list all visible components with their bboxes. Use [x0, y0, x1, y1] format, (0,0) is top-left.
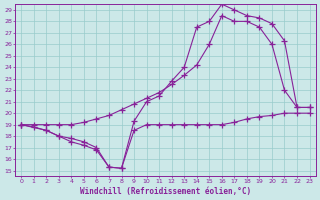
- X-axis label: Windchill (Refroidissement éolien,°C): Windchill (Refroidissement éolien,°C): [80, 187, 251, 196]
